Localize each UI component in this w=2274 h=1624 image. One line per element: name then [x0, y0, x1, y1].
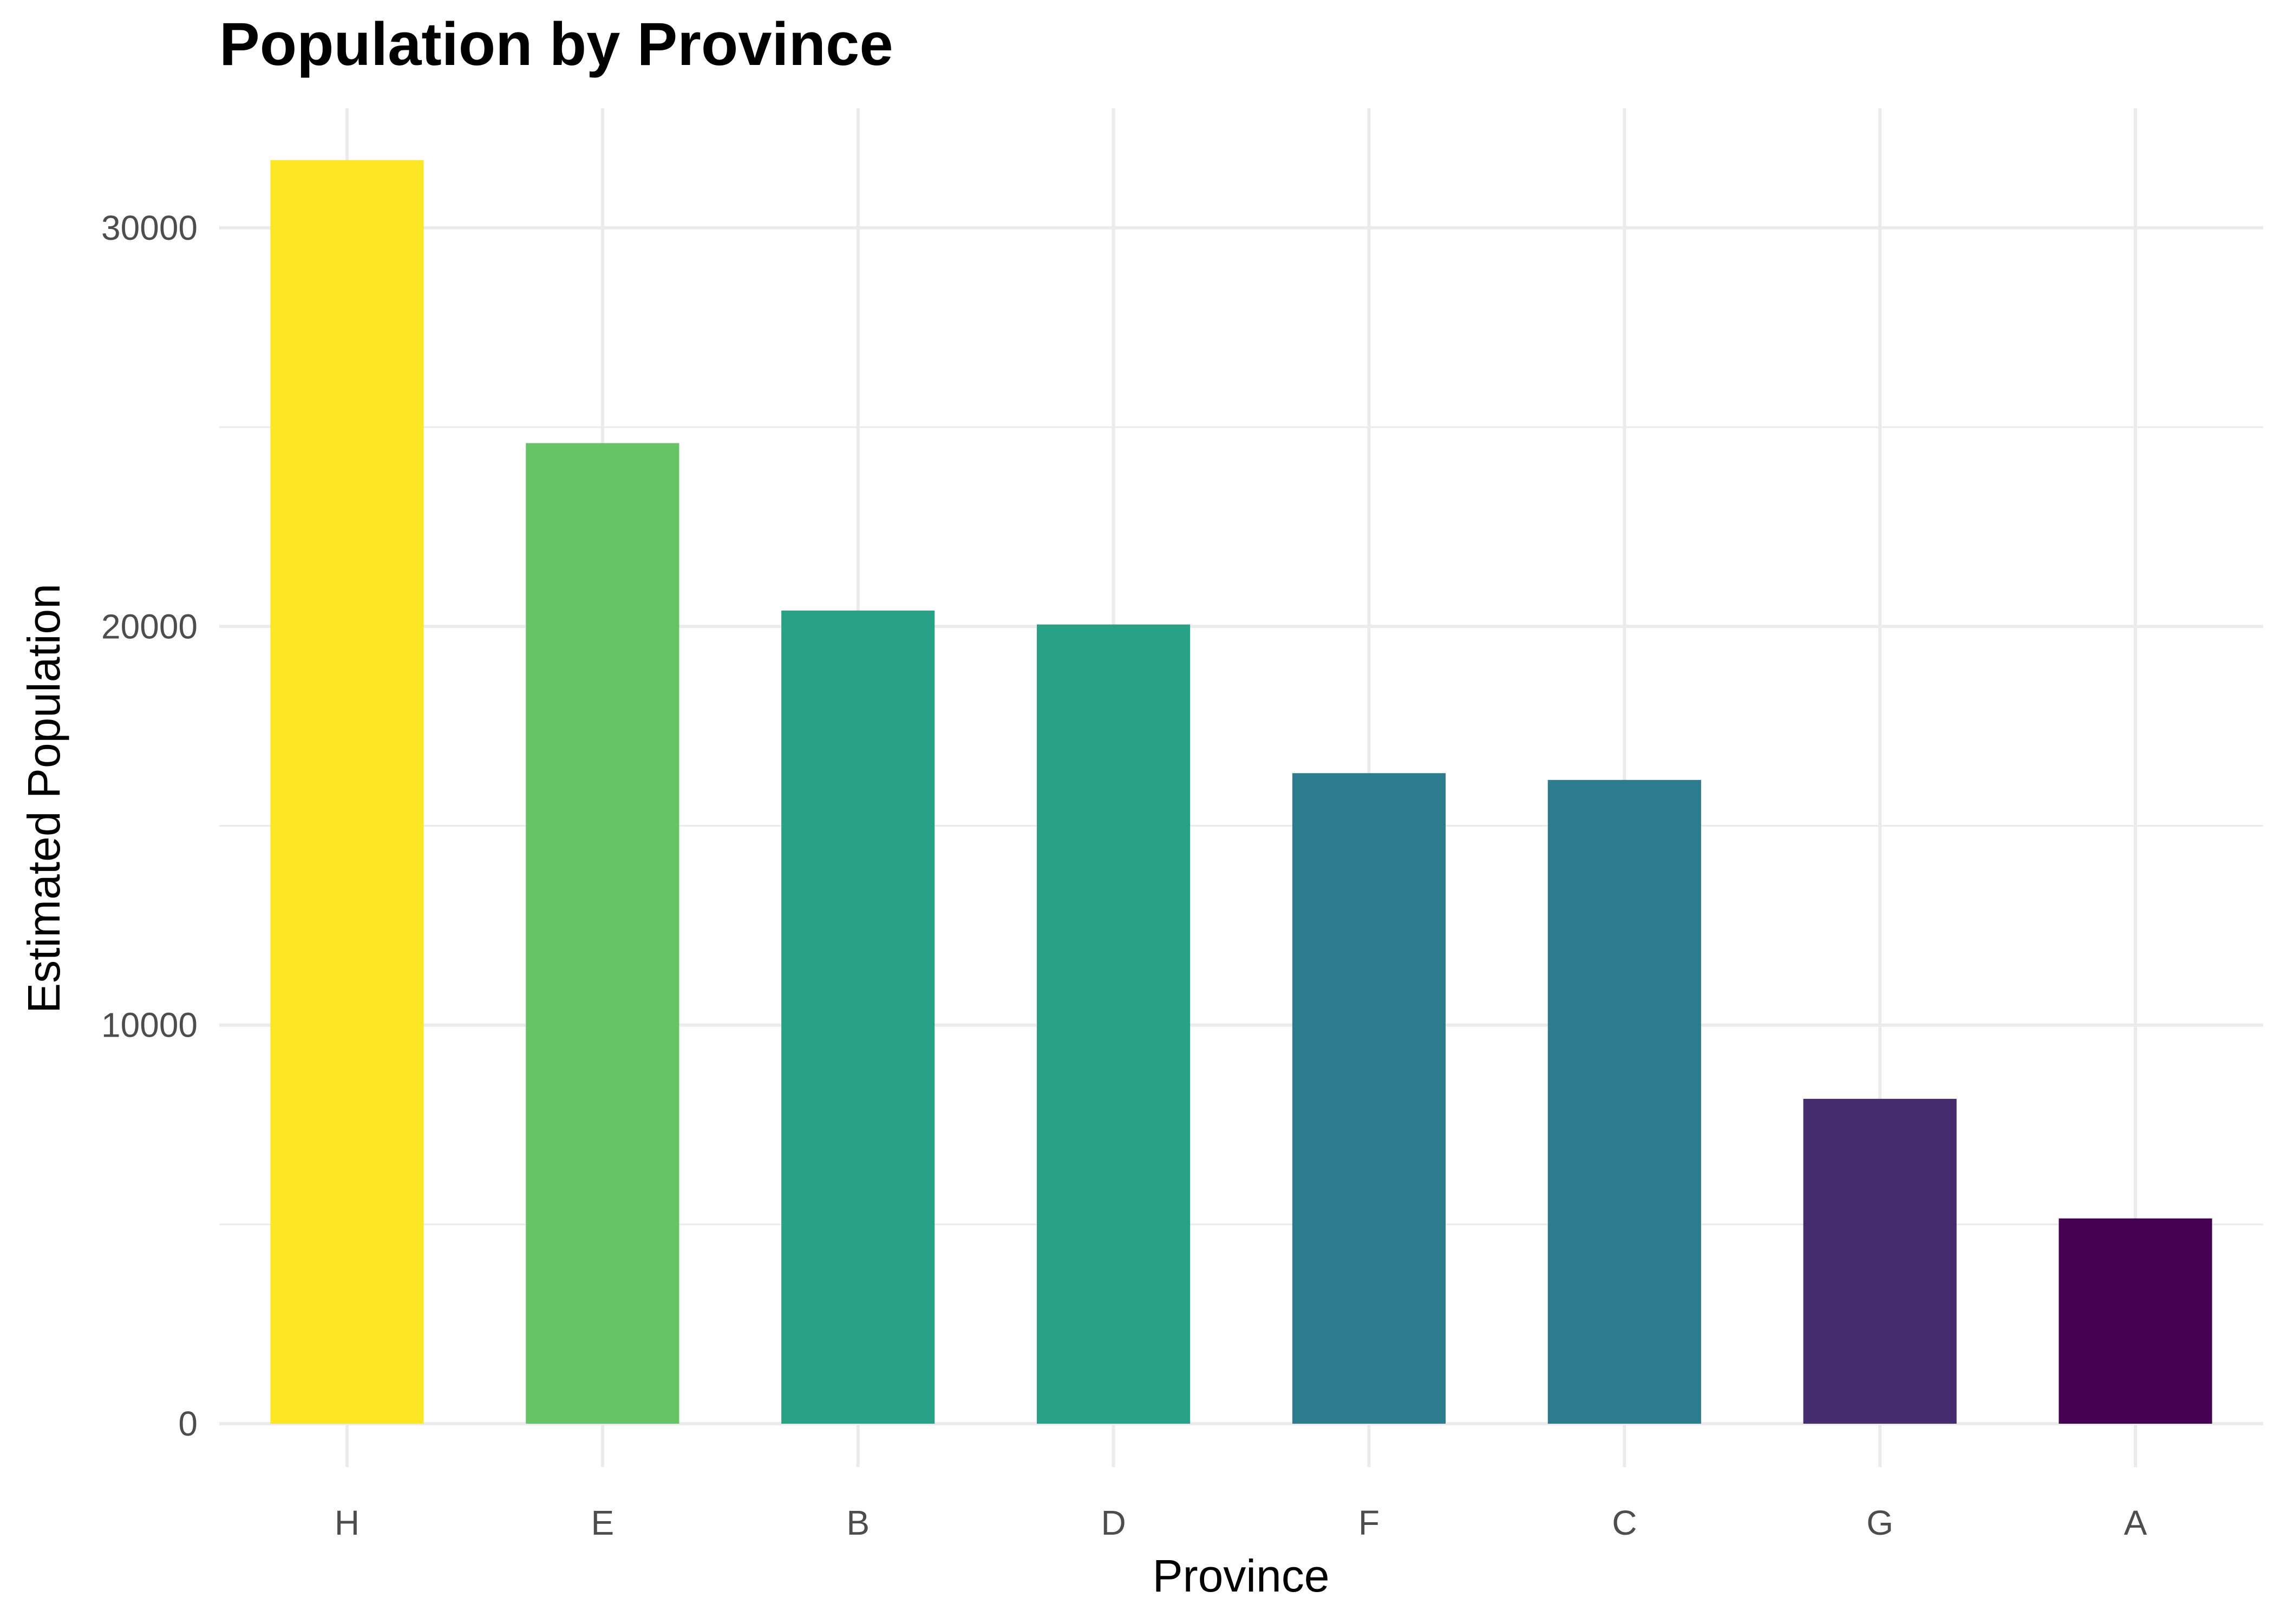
x-tick-label: D	[1101, 1503, 1126, 1542]
bar-h	[270, 160, 424, 1424]
bar-g	[1803, 1098, 1957, 1424]
y-tick-label: 30000	[101, 208, 198, 247]
x-tick-label: F	[1358, 1503, 1380, 1542]
x-tick-label: G	[1866, 1503, 1893, 1542]
y-axis-title: Estimated Population	[18, 584, 69, 1013]
bar-c	[1547, 780, 1701, 1424]
x-tick-label: B	[846, 1503, 870, 1542]
y-tick-label: 10000	[101, 1006, 198, 1045]
bar-d	[1037, 624, 1191, 1424]
bar-a	[2059, 1218, 2212, 1424]
bar-e	[526, 443, 679, 1424]
y-tick-label: 20000	[101, 607, 198, 646]
bar-f	[1292, 773, 1446, 1424]
bars	[270, 160, 2212, 1424]
x-tick-label: A	[2124, 1503, 2147, 1542]
x-tick-label: E	[591, 1503, 614, 1542]
x-tick-label: C	[1612, 1503, 1637, 1542]
chart-title: Population by Province	[219, 10, 893, 78]
tick-labels: 0 10000 20000 30000 H E B D F C G A	[101, 208, 2147, 1542]
x-tick-label: H	[335, 1503, 360, 1542]
x-axis-title: Province	[1153, 1550, 1330, 1601]
bar-b	[781, 610, 935, 1424]
y-tick-label: 0	[178, 1404, 198, 1443]
